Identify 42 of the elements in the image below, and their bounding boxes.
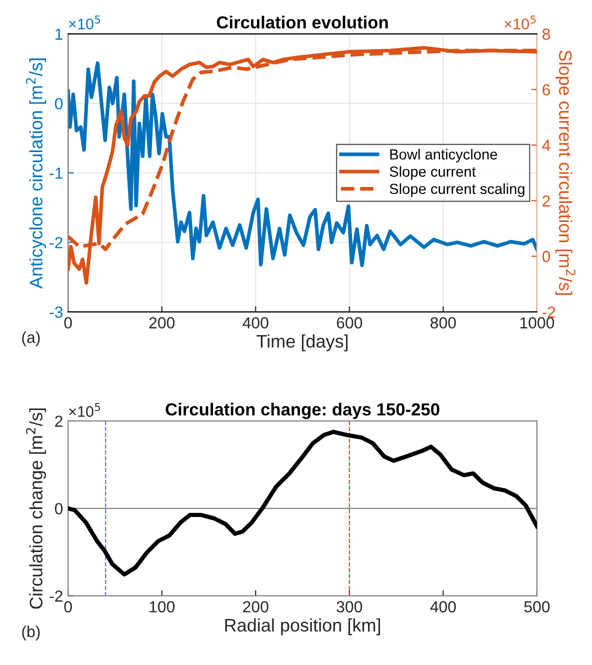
y2-tick-label: -2 (542, 306, 556, 318)
y-tick-label: -2 (50, 590, 62, 602)
legend-label: Slope current scaling (390, 183, 524, 197)
y2-tick-label: 2 (542, 195, 550, 206)
x-tick-label: 200 (243, 601, 268, 612)
x-tick-label: 0 (64, 601, 72, 612)
y2-tick-label: 6 (542, 84, 550, 96)
y2-tick-label: 0 (542, 250, 550, 262)
x-tick-label: 0 (64, 317, 72, 328)
y2-tick-label: 4 (542, 140, 550, 151)
y-axis-title: Anticyclone circulation [m$^{2}$/s] (26, 58, 46, 289)
y-tick-label: 0 (54, 98, 63, 110)
x-tick-label: 100 (150, 601, 175, 612)
x-tick-label: 600 (336, 317, 362, 328)
x-axis-title: Time [days] (256, 334, 348, 352)
x-tick-label: 400 (242, 317, 268, 328)
x-tick-label: 400 (430, 601, 456, 612)
y2-axis-title: Slope current circulation [m$^{2}$/s] (555, 50, 576, 295)
line-series (68, 430, 537, 576)
text: ×10$^{5}$ (69, 403, 100, 417)
chart-title: Circulation change: days 150-250 (166, 402, 440, 420)
x-axis-title: Radial position [km] (225, 618, 380, 636)
y-tick-label: 2 (55, 416, 62, 427)
x-tick-label: 200 (149, 317, 175, 328)
y-tick-label: 0 (54, 503, 63, 514)
y-tick-label: -2 (50, 237, 62, 248)
text: ×10$^{5}$ (69, 16, 100, 30)
x-tick-label: 300 (336, 601, 362, 612)
y2-tick-label: 8 (542, 28, 550, 40)
y-tick-label: -1 (50, 168, 62, 179)
x-tick-label: 500 (524, 601, 550, 612)
legend-label: Bowl anticyclone (390, 148, 498, 162)
text: (b) (22, 626, 40, 640)
y-tick-label: -3 (50, 306, 63, 318)
text: ×10$^{5}$ (504, 16, 536, 30)
y-tick-label: 1 (56, 28, 62, 40)
y-axis-title: Circulation change [m$^{2}$/s] (26, 408, 46, 609)
text: (a) (22, 331, 40, 346)
chart-title: Circulation evolution (216, 16, 388, 29)
x-tick-label: 1000 (520, 317, 554, 328)
x-tick-label: 800 (430, 317, 456, 328)
legend-label: Slope current (390, 166, 476, 180)
